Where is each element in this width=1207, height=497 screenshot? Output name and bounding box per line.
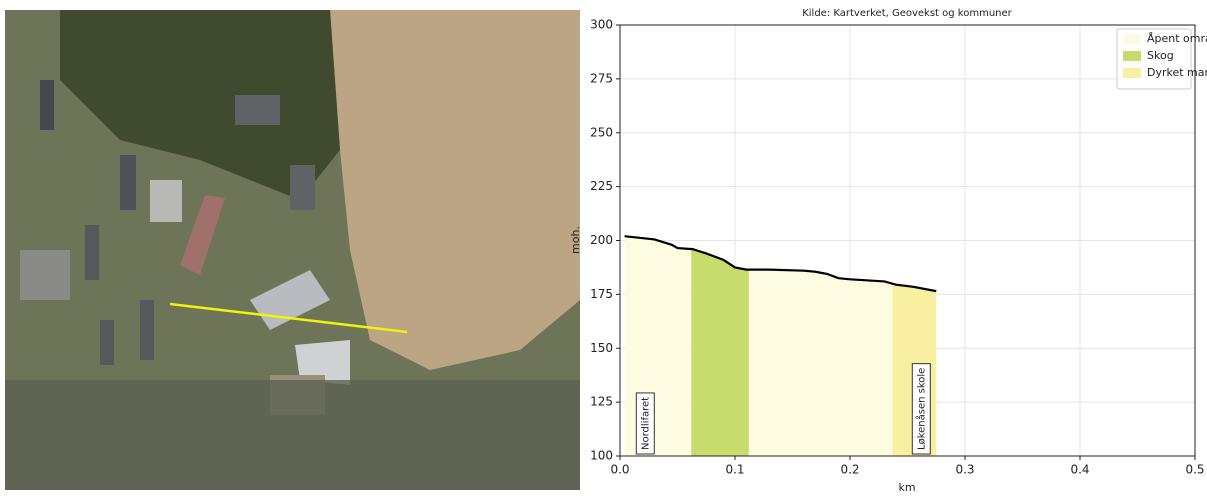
land-area	[691, 249, 749, 456]
legend-label: Åpent område	[1147, 32, 1207, 45]
profile-line	[624, 235, 937, 293]
legend-label: Dyrket mark	[1147, 66, 1207, 79]
annotation-text: Nordlifaret	[640, 397, 651, 450]
axes-frame	[619, 24, 1196, 457]
x-axis-label: km	[898, 481, 915, 493]
y-tick-label: 200	[590, 233, 613, 247]
y-tick-label: 250	[590, 125, 613, 139]
x-tick-label: 0.1	[725, 463, 744, 477]
land-area	[624, 236, 692, 456]
x-tick-label: 0.0	[610, 463, 629, 477]
legend-label: Skog	[1147, 49, 1174, 62]
annotation: Løkenåsen skole	[911, 363, 931, 455]
annotation-box	[635, 392, 655, 455]
x-tick-label: 0.5	[1185, 463, 1204, 477]
legend-swatch	[1123, 68, 1141, 78]
y-axis-label: moh.	[569, 226, 582, 254]
annotation-box	[911, 363, 931, 455]
x-tick-label: 0.2	[840, 463, 859, 477]
y-tick-label: 225	[590, 179, 613, 193]
y-tick-label: 175	[590, 287, 613, 301]
aerial-image	[5, 10, 580, 490]
y-tick-label: 300	[590, 18, 613, 32]
annotation-text: Løkenåsen skole	[914, 368, 927, 450]
y-tick-label: 150	[590, 341, 613, 355]
legend-swatch	[1123, 51, 1141, 61]
y-tick-label: 125	[590, 395, 613, 409]
x-tick-label: 0.4	[1070, 463, 1089, 477]
x-tick-label: 0.3	[955, 463, 974, 477]
annotation: Nordlifaret	[635, 392, 655, 455]
land-area	[748, 269, 893, 456]
y-tick-label: 100	[590, 449, 613, 463]
chart-title: Kilde: Kartverket, Geovekst og kommuner	[802, 8, 1012, 19]
legend-swatch	[1123, 34, 1141, 44]
y-tick-label: 275	[590, 71, 613, 85]
chart: Kilde: Kartverket, Geovekst og kommuner …	[569, 8, 1207, 494]
